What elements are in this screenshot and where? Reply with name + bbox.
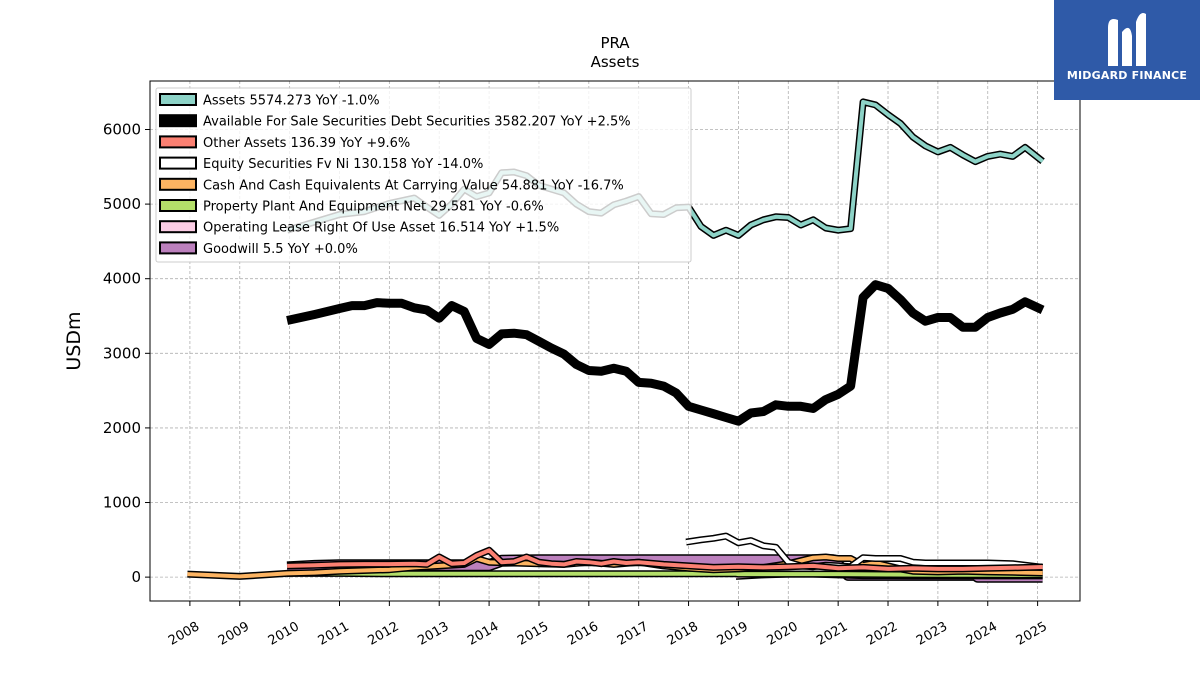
x-tick-label: 2013 — [415, 619, 451, 649]
x-tick-label: 2014 — [465, 619, 501, 649]
brand-name: MIDGARD FINANCE — [1066, 69, 1188, 82]
legend-entry: Other Assets 136.39 YoY +9.6% — [203, 136, 410, 151]
y-tick-label: 4000 — [103, 270, 141, 288]
legend-entry: Operating Lease Right Of Use Asset 16.51… — [203, 221, 559, 236]
x-tick-label: 2017 — [615, 619, 651, 649]
legend-entry: Goodwill 5.5 YoY +0.0% — [203, 242, 358, 257]
x-tick-label: 2015 — [515, 619, 551, 649]
x-tick-label: 2022 — [864, 619, 900, 649]
plot-frame — [149, 80, 1081, 602]
series-line — [287, 548, 1043, 571]
legend-swatch — [159, 114, 197, 128]
series-line — [287, 571, 1043, 577]
legend-swatch — [159, 177, 197, 191]
x-tick-label: 2010 — [266, 619, 302, 649]
y-tick-label: 2000 — [103, 419, 141, 437]
y-tick-label: 6000 — [103, 120, 141, 138]
legend-swatch — [159, 220, 197, 234]
x-tick-label: 2011 — [316, 619, 352, 649]
y-tick-label: 1000 — [103, 494, 141, 512]
x-tick-label: 2008 — [166, 619, 202, 649]
series-line — [286, 280, 1045, 426]
y-tick-label: 5000 — [103, 195, 141, 213]
legend: Assets 5574.273 YoY -1.0% Available For S… — [155, 87, 692, 263]
legend-entry: Cash And Cash Equivalents At Carrying Va… — [203, 178, 624, 193]
y-tick-label: 3000 — [103, 344, 141, 362]
x-tick-label: 2020 — [764, 619, 800, 649]
series-lines — [187, 98, 1045, 583]
series-property-plant-and-equipment-net — [287, 569, 1043, 579]
x-tick-label: 2012 — [366, 619, 402, 649]
x-tick-label: 2009 — [216, 619, 252, 649]
x-tick-label: 2021 — [814, 619, 850, 649]
series-available-for-sale-securities-debt-securities — [286, 280, 1045, 426]
y-axis-label: USDm — [63, 311, 85, 370]
series-other-assets — [287, 546, 1043, 573]
x-tick-label: 2023 — [914, 619, 950, 649]
chart-subtitle: Assets — [591, 53, 640, 71]
x-tick-label: 2019 — [715, 619, 751, 649]
legend-swatch — [159, 156, 197, 170]
legend-entry: Available For Sale Securities Debt Secur… — [203, 115, 631, 130]
legend-swatch — [159, 199, 197, 212]
legend-box — [155, 87, 692, 263]
x-tick-label: 2016 — [565, 619, 601, 649]
y-tick-label: 0 — [131, 568, 141, 586]
legend-swatch — [159, 135, 197, 149]
legend-swatch — [159, 93, 197, 106]
brand-logo: MIDGARD FINANCE — [1054, 0, 1200, 100]
x-tick-label: 2018 — [665, 619, 701, 649]
brand-mark-icon — [1108, 13, 1146, 66]
legend-entry: Assets 5574.273 YoY -1.0% — [203, 94, 380, 109]
chart-title: PRA — [600, 34, 630, 52]
legend-entry: Property Plant And Equipment Net 29.581 … — [203, 200, 544, 215]
legend-entry: Equity Securities Fv Ni 130.158 YoY -14.… — [203, 157, 483, 172]
x-tick-label: 2025 — [1014, 619, 1050, 649]
legend-swatch — [159, 241, 197, 255]
x-tick-label: 2024 — [964, 619, 1000, 649]
